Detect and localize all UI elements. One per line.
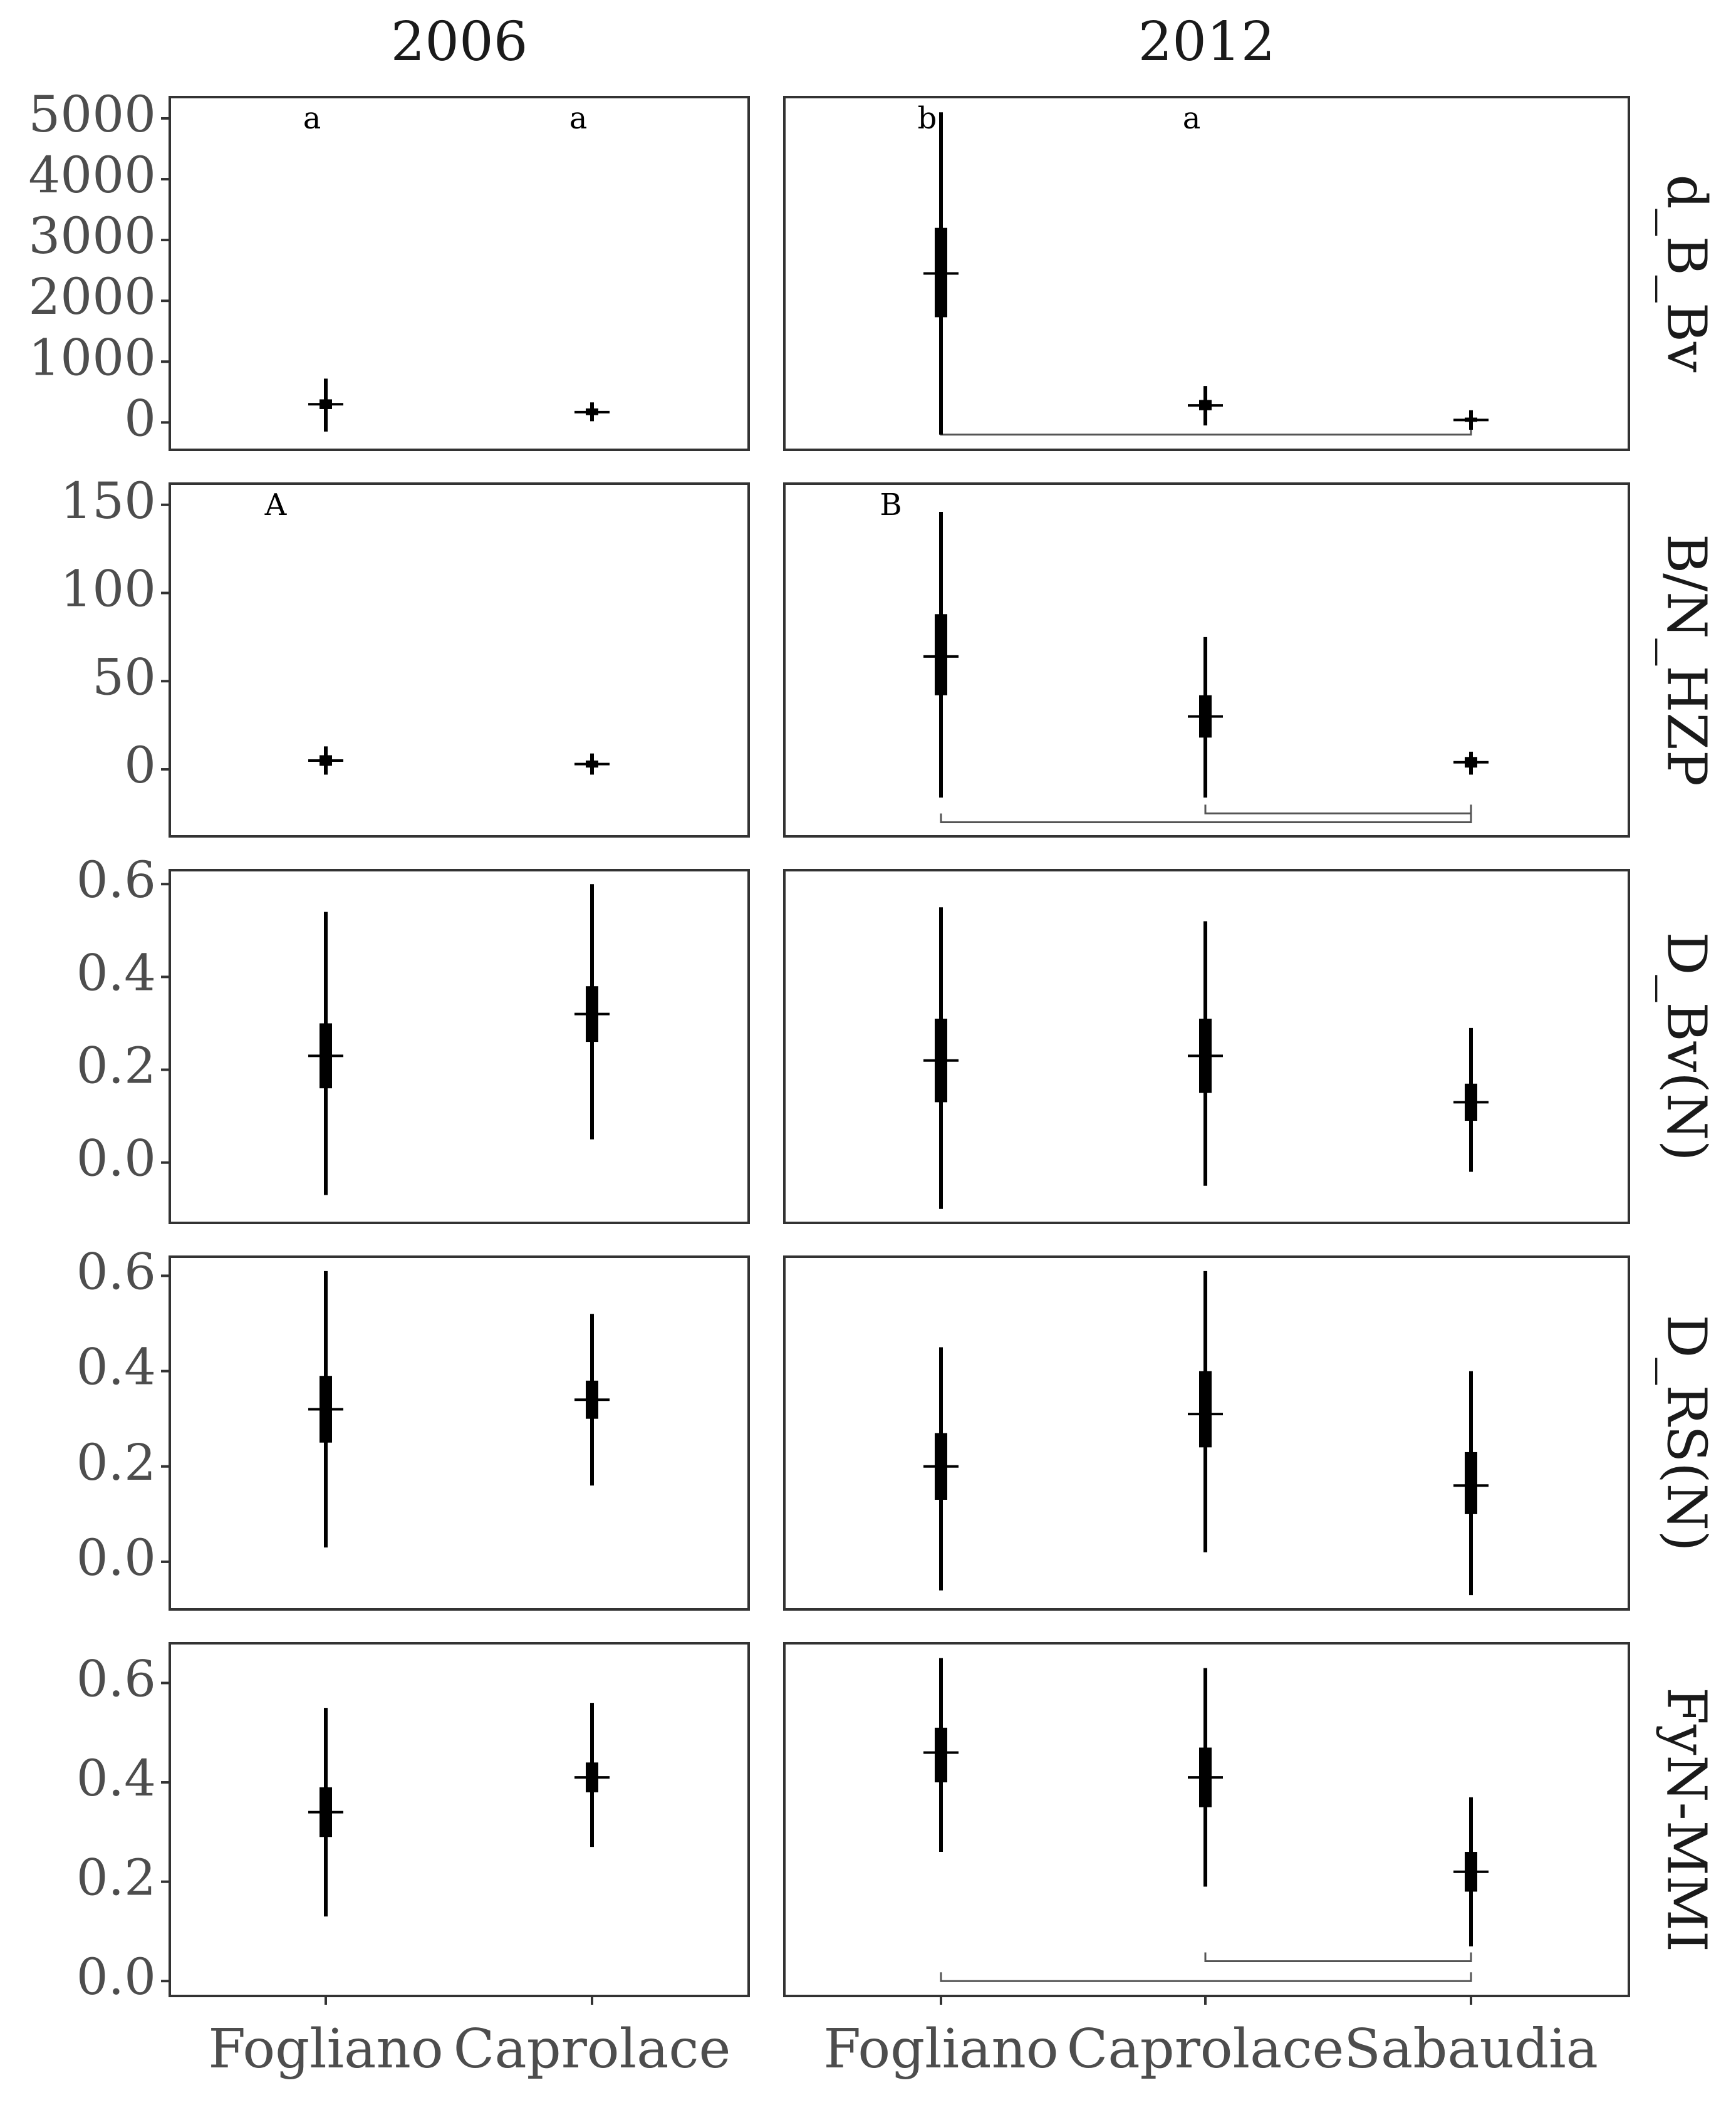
y-tick-label: 3000 [28, 207, 156, 265]
significance-bracket [940, 1972, 1472, 1982]
row-label-4: FyN-MMI [1655, 1687, 1718, 1952]
y-tick-label: 0.0 [76, 1529, 156, 1587]
x-tick-label-Caprolace: Caprolace [454, 2018, 731, 2081]
significance-bracket [1204, 1952, 1472, 1962]
significance-letter: a [1183, 101, 1201, 136]
significance-letter: B [880, 487, 902, 522]
y-tick-label: 0.0 [76, 1948, 156, 2006]
panel-frame [169, 482, 750, 838]
panel-frame [783, 96, 1630, 451]
row-label-1: B/N_HZP [1655, 534, 1718, 786]
y-tick-label: 0.4 [76, 943, 156, 1002]
y-tick-label: 0.2 [76, 1849, 156, 1907]
significance-letter: a [303, 101, 321, 136]
y-tick-label: 150 [60, 472, 156, 530]
panel-frame [783, 1255, 1630, 1611]
y-tick-label: 0.6 [76, 1242, 156, 1301]
y-tick-label: 0 [124, 389, 156, 447]
inner-interval-Fogliano [935, 1727, 947, 1783]
inner-interval-Sabaudia [1465, 1452, 1477, 1514]
row-label-3: D_RS(N) [1655, 1315, 1718, 1552]
row-label-0: d_B_Bv [1655, 174, 1718, 372]
inner-interval-Caprolace [1199, 1371, 1212, 1448]
y-tick-label: 0.4 [76, 1749, 156, 1807]
significance-letter: A [264, 487, 288, 522]
row-label-2: D_Bv(N) [1655, 932, 1718, 1161]
y-tick-label: 5000 [28, 85, 156, 143]
x-tick-label-Fogliano: Fogliano [208, 2018, 443, 2081]
y-tick-label: 2000 [28, 268, 156, 326]
significance-bracket [940, 813, 1472, 823]
column-title-2012: 2012 [1138, 11, 1276, 73]
y-tick-label: 0 [124, 736, 156, 794]
panel-frame [783, 869, 1630, 1224]
y-tick-label: 0.2 [76, 1037, 156, 1095]
significance-letter: a [569, 101, 588, 136]
significance-letter: b [918, 101, 937, 136]
panel-frame [169, 96, 750, 451]
y-tick-label: 0.0 [76, 1130, 156, 1188]
y-tick-label: 50 [92, 648, 156, 706]
y-tick-label: 0.4 [76, 1338, 156, 1396]
y-tick-label: 4000 [28, 146, 156, 204]
column-title-2006: 2006 [391, 11, 528, 73]
y-tick-label: 0.2 [76, 1433, 156, 1492]
significance-bracket [1204, 804, 1472, 814]
panel-frame [169, 1642, 750, 1997]
panel-frame [783, 482, 1630, 838]
panel-frame [169, 869, 750, 1224]
panel-frame [169, 1255, 750, 1611]
y-tick-label: 1000 [28, 328, 156, 387]
inner-interval-Fogliano [935, 614, 947, 695]
x-tick-label-Caprolace: Caprolace [1067, 2018, 1344, 2081]
y-tick-label: 0.6 [76, 1650, 156, 1708]
x-tick-label-Sabaudia: Sabaudia [1344, 2018, 1598, 2081]
y-tick-label: 0.6 [76, 851, 156, 909]
y-tick-label: 100 [60, 560, 156, 618]
x-tick-label-Fogliano: Fogliano [823, 2018, 1058, 2081]
